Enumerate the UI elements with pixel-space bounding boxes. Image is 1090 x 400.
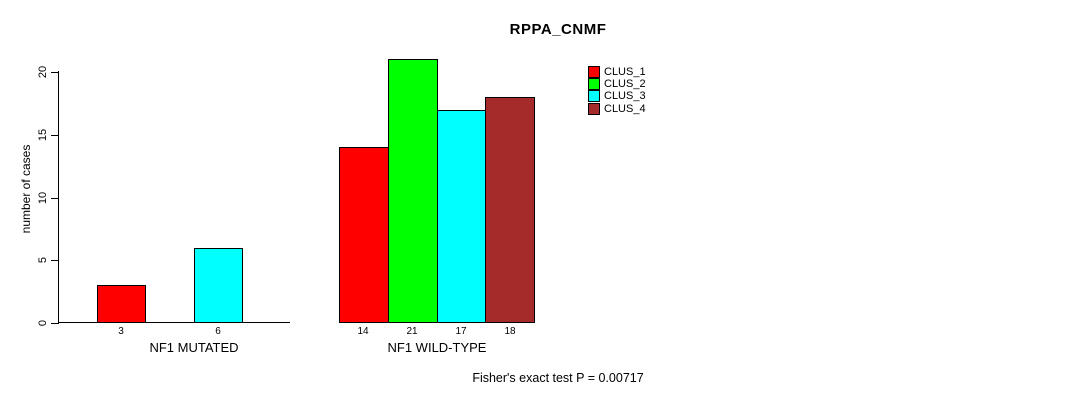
bar-clus_3	[437, 110, 487, 323]
bar-value-label: 6	[215, 326, 221, 337]
legend-label: CLUS_3	[604, 90, 646, 102]
bar-clus_4	[485, 97, 535, 323]
legend-item: CLUS_3	[588, 90, 646, 102]
legend-label: CLUS_2	[604, 78, 646, 90]
bar-value-label: 17	[455, 326, 467, 337]
bar-clus_2	[388, 59, 438, 323]
legend-item: CLUS_4	[588, 103, 646, 115]
y-axis-tick	[51, 135, 58, 136]
legend-label: CLUS_1	[604, 66, 646, 78]
bar-value-label: 18	[504, 326, 516, 337]
legend-item: CLUS_2	[588, 78, 646, 90]
legend-swatch-clus_4	[588, 103, 600, 115]
y-axis-tick-label: 15	[37, 128, 49, 142]
y-axis-tick	[51, 198, 58, 199]
legend-swatch-clus_2	[588, 78, 600, 90]
legend-swatch-clus_1	[588, 66, 600, 78]
x-category-label: NF1 WILD-TYPE	[387, 340, 487, 355]
bar-value-label: 3	[118, 326, 124, 337]
bar-clus_1	[339, 147, 389, 323]
legend-swatch-clus_3	[588, 90, 600, 102]
y-axis-tick-label: 5	[37, 256, 49, 264]
bar-clus_3	[194, 248, 243, 323]
bar-clus_1	[97, 285, 146, 323]
y-axis	[58, 71, 59, 324]
y-axis-tick-label: 10	[37, 191, 49, 205]
group-baseline	[58, 322, 290, 323]
fisher-test-annotation: Fisher's exact test P = 0.00717	[472, 371, 644, 385]
bar-value-label: 21	[406, 326, 418, 337]
y-axis-tick	[51, 72, 58, 73]
chart-title: RPPA_CNMF	[509, 21, 607, 38]
y-axis-tick	[51, 260, 58, 261]
legend-label: CLUS_4	[604, 103, 646, 115]
legend-item: CLUS_1	[588, 66, 646, 78]
x-category-label: NF1 MUTATED	[149, 340, 239, 355]
bar-value-label: 14	[357, 326, 369, 337]
y-axis-tick	[51, 323, 58, 324]
y-axis-tick-label: 0	[37, 319, 49, 327]
y-axis-label: number of cases	[19, 144, 33, 234]
y-axis-tick-label: 20	[37, 65, 49, 79]
